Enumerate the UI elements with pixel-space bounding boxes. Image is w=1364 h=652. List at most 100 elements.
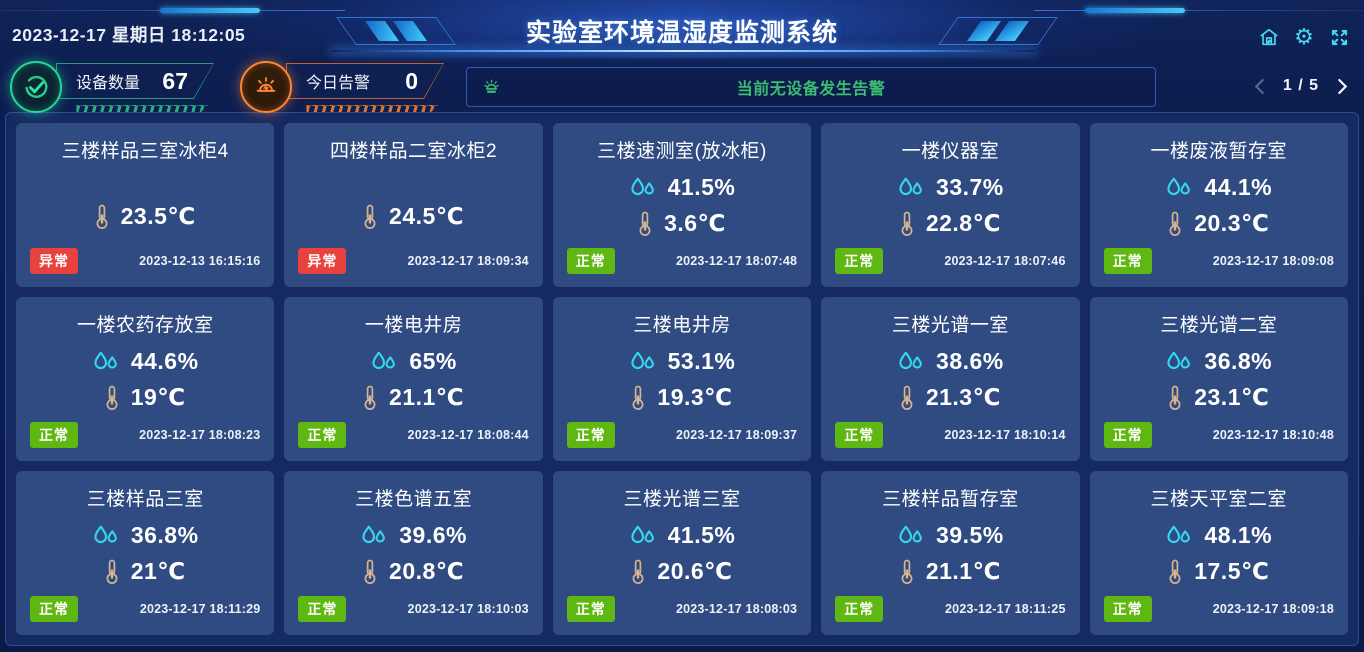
status-badge: 正常 — [835, 422, 884, 448]
pagination: 1 / 5 — [1252, 72, 1350, 100]
room-name: 三楼光谱二室 — [1160, 315, 1278, 336]
device-count-label: 设备数量 — [76, 75, 141, 92]
temperature-value: 20.6℃ — [657, 558, 733, 584]
humidity-value: 41.5% — [667, 522, 736, 548]
temperature-row: 17.5℃ — [1090, 558, 1348, 585]
temperature-value: 19.3℃ — [657, 384, 733, 410]
fullscreen-icon[interactable] — [1328, 26, 1350, 48]
cards-grid: 三楼样品三室冰柜4 23.5℃ 异常 2023-12-13 16:15:16 四… — [5, 112, 1359, 646]
humidity-drops-icon — [629, 176, 656, 199]
humidity-drops-icon — [897, 524, 924, 547]
temperature-row: 3.6℃ — [553, 210, 811, 237]
humidity-drops-icon — [360, 524, 387, 547]
temperature-value: 23.1℃ — [1194, 384, 1270, 410]
temperature-row: 21.1℃ — [284, 384, 542, 411]
temperature-row: 21.3℃ — [821, 384, 1079, 411]
device-card[interactable]: 三楼速测室(放冰柜) 41.5% — [552, 123, 812, 287]
humidity-row: 38.6% — [821, 348, 1079, 375]
device-card[interactable]: 一楼废液暂存室 44.1% — [1089, 123, 1348, 287]
room-name: 三楼光谱三室 — [623, 489, 741, 510]
thermometer-icon — [900, 211, 914, 237]
card-body: 44.6% 19℃ — [16, 337, 274, 422]
timestamp: 2023-12-17 18:07:48 — [675, 254, 798, 268]
device-card[interactable]: 三楼样品三室冰柜4 23.5℃ 异常 2023-12-13 16:15:16 — [16, 123, 275, 287]
device-card[interactable]: 一楼农药存放室 44.6% — [16, 297, 275, 461]
temperature-row: 19℃ — [16, 384, 274, 411]
alert-banner-message: 当前无设备发生告警 — [736, 81, 886, 98]
humidity-value: 38.6% — [936, 348, 1004, 374]
card-footer: 正常 2023-12-17 18:11:29 — [16, 596, 274, 635]
card-footer: 正常 2023-12-17 18:08:44 — [284, 422, 542, 461]
settings-gear-icon[interactable]: ⚙ — [1294, 24, 1314, 49]
next-page-button[interactable] — [1334, 77, 1350, 95]
humidity-drops-icon — [629, 350, 656, 373]
room-name: 四楼样品二室冰柜2 — [330, 141, 498, 162]
card-footer: 正常 2023-12-17 18:08:03 — [553, 596, 811, 635]
temperature-value: 24.5℃ — [389, 203, 465, 229]
current-datetime: 2023-12-17 星期日 18:12:05 — [12, 25, 246, 45]
device-card[interactable]: 三楼电井房 53.1% 1 — [552, 297, 812, 461]
home-icon[interactable] — [1258, 26, 1280, 48]
temperature-value: 21℃ — [130, 558, 186, 584]
humidity-value: 41.5% — [667, 174, 736, 200]
humidity-row: 44.6% — [16, 348, 274, 375]
room-name: 三楼光谱一室 — [891, 315, 1009, 336]
device-card[interactable]: 三楼色谱五室 39.6% — [284, 471, 543, 635]
timestamp: 2023-12-17 18:09:34 — [407, 254, 529, 268]
card-body: 41.5% 20.6℃ — [553, 511, 811, 596]
device-card[interactable]: 三楼光谱三室 41.5% — [552, 471, 812, 635]
status-badge: 正常 — [298, 596, 347, 622]
card-footer: 异常 2023-12-13 16:15:16 — [16, 248, 274, 287]
card-body: 33.7% 22.8℃ — [821, 163, 1079, 248]
card-footer: 正常 2023-12-17 18:09:37 — [553, 422, 811, 461]
humidity-drops-icon — [1165, 176, 1192, 199]
status-badge: 正常 — [835, 248, 884, 274]
humidity-value: 36.8% — [130, 522, 199, 548]
alarm-today-label: 今日告警 — [306, 75, 371, 92]
humidity-drops-icon — [370, 350, 397, 373]
timestamp: 2023-12-17 18:10:14 — [944, 428, 1066, 442]
thermometer-icon — [95, 204, 109, 230]
device-card[interactable]: 三楼样品暂存室 39.5% — [821, 471, 1080, 635]
room-name: 三楼天平室二室 — [1150, 489, 1288, 510]
thermometer-icon — [1168, 385, 1182, 411]
humidity-row: 53.1% — [553, 348, 811, 375]
alarm-today-box: 今日告警 0 — [286, 63, 444, 99]
card-footer: 正常 2023-12-17 18:08:23 — [16, 422, 274, 461]
device-card[interactable]: 三楼光谱二室 36.8% — [1089, 297, 1348, 461]
device-card[interactable]: 三楼天平室二室 48.1% — [1089, 471, 1348, 635]
temperature-row: 24.5℃ — [284, 203, 542, 230]
device-card[interactable]: 四楼样品二室冰柜2 24.5℃ 异常 2023-12-17 18:09:34 — [284, 123, 543, 287]
room-name: 三楼电井房 — [633, 315, 731, 336]
thermometer-icon — [363, 385, 377, 411]
humidity-row: 44.1% — [1090, 174, 1348, 201]
temperature-row: 20.6℃ — [553, 558, 811, 585]
humidity-drops-icon — [92, 350, 119, 373]
previous-page-button[interactable] — [1252, 77, 1268, 95]
humidity-drops-icon — [1165, 350, 1192, 373]
status-badge: 正常 — [30, 596, 78, 622]
humidity-drops-icon — [629, 524, 656, 547]
header-decor-segment-left — [160, 8, 260, 13]
thermometer-icon — [363, 559, 377, 585]
alert-banner: 当前无设备发生告警 — [466, 67, 1156, 107]
temperature-row: 20.3℃ — [1090, 210, 1348, 237]
card-body: 23.5℃ — [16, 163, 274, 248]
card-footer: 正常 2023-12-17 18:09:18 — [1090, 596, 1348, 635]
card-footer: 正常 2023-12-17 18:09:08 — [1090, 248, 1348, 287]
device-card[interactable]: 一楼仪器室 33.7% 2 — [821, 123, 1080, 287]
humidity-row: 41.5% — [553, 174, 811, 201]
device-card[interactable]: 三楼样品三室 36.8% — [16, 471, 275, 635]
status-badge: 正常 — [1103, 596, 1152, 622]
room-name: 一楼电井房 — [364, 315, 463, 336]
humidity-value: 48.1% — [1204, 522, 1273, 548]
header-actions: ⚙ — [1258, 26, 1350, 48]
card-body: 65% 21.1℃ — [284, 337, 542, 422]
timestamp: 2023-12-13 16:15:16 — [139, 254, 261, 268]
temperature-value: 3.6℃ — [664, 210, 726, 236]
card-body: 53.1% 19.3℃ — [553, 337, 811, 422]
device-card[interactable]: 一楼电井房 65% 21. — [284, 297, 543, 461]
device-count-value: 67 — [162, 67, 188, 94]
device-card[interactable]: 三楼光谱一室 38.6% — [821, 297, 1080, 461]
device-count-widget: 设备数量 67 — [10, 61, 214, 113]
